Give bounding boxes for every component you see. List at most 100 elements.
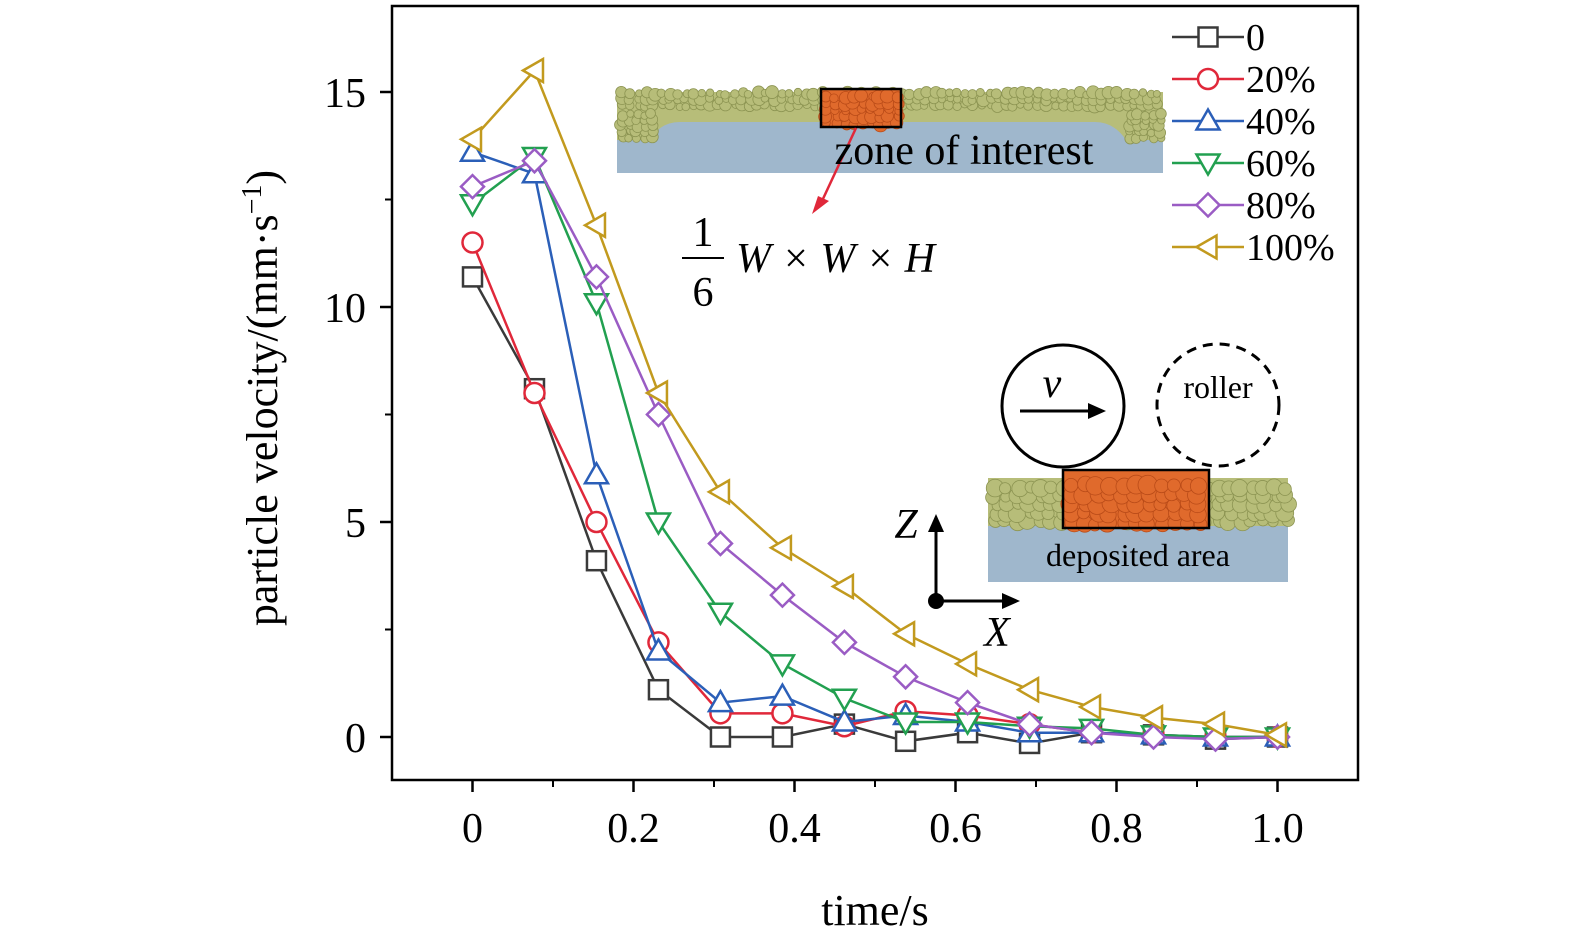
- data-point: [461, 266, 484, 288]
- powder-particle: [903, 88, 915, 101]
- powder-particle: [1146, 128, 1156, 138]
- powder-particle: [626, 109, 635, 118]
- powder-particle: [1278, 482, 1292, 496]
- fraction-numerator: 1: [693, 210, 714, 256]
- powder-particle: [687, 88, 700, 100]
- legend-marker: [1197, 26, 1219, 48]
- legend-label: 60%: [1246, 143, 1316, 185]
- data-point: [1139, 703, 1164, 732]
- legend-marker: [1194, 106, 1222, 131]
- legend-marker: [1194, 153, 1222, 178]
- x-axis-head: [1002, 593, 1020, 609]
- data-point: [768, 654, 797, 678]
- roller-label: roller: [1183, 369, 1253, 405]
- deposited-label: deposited area: [1046, 537, 1230, 573]
- data-point: [644, 512, 673, 537]
- zone-particle: [1154, 478, 1169, 494]
- legend-marker: [1193, 233, 1218, 261]
- x-tick-label: 0.8: [1090, 806, 1143, 852]
- powder-particle: [1128, 88, 1140, 100]
- data-point: [1078, 719, 1105, 746]
- zone-particle: [854, 88, 868, 103]
- powder-particle: [705, 88, 715, 97]
- data-point: [830, 572, 855, 601]
- data-point: [458, 138, 487, 162]
- zone-particle: [1166, 478, 1181, 493]
- x-tick-label: 0.4: [768, 806, 821, 852]
- x-tick-label: 1.0: [1251, 806, 1304, 852]
- data-point: [582, 292, 611, 317]
- data-point: [458, 125, 483, 153]
- legend-label: 80%: [1246, 185, 1316, 227]
- data-point: [521, 147, 548, 175]
- legend-label: 100%: [1246, 227, 1335, 269]
- y-axis-label: particle velocity/(mm·s−1): [237, 170, 287, 626]
- powder-particle: [720, 90, 730, 100]
- legend-entry: 60%: [1172, 143, 1316, 185]
- data-point: [1015, 676, 1040, 704]
- data-point: [1077, 693, 1102, 721]
- data-point: [830, 688, 859, 713]
- fraction-denominator: 6: [693, 270, 714, 316]
- x-tick-label: 0.2: [607, 806, 660, 852]
- zone-particle: [1063, 477, 1079, 493]
- velocity-arrow-head: [1088, 403, 1106, 419]
- x-tick-label: 0: [462, 806, 483, 852]
- data-point: [831, 629, 858, 656]
- legend-entry: 20%: [1172, 59, 1316, 101]
- powder-particle: [765, 85, 779, 99]
- data-point: [707, 530, 734, 557]
- powder-particle: [697, 88, 706, 98]
- data-point: [459, 173, 486, 200]
- data-point: [1263, 721, 1288, 749]
- x-axis-label-diagram: X: [982, 610, 1012, 656]
- y-tick-label: 10: [324, 286, 366, 332]
- powder-particle: [952, 87, 962, 98]
- legend: 020%40%60%80%100%: [1172, 17, 1335, 269]
- data-point: [891, 712, 920, 736]
- powder-particle: [1138, 88, 1148, 97]
- powder-particle: [1230, 479, 1249, 498]
- legend-label: 20%: [1246, 59, 1316, 101]
- deposited-substrate: [988, 522, 1288, 582]
- series-40pct: [458, 138, 1292, 747]
- data-point: [953, 650, 978, 678]
- powder-particle: [743, 89, 753, 99]
- powder-particle: [975, 88, 985, 97]
- inset-zone-of-interest: zone of interest 1 6 W × W × H: [614, 85, 1167, 316]
- powder-particle: [624, 134, 633, 143]
- series-line: [471, 154, 1278, 739]
- data-point: [771, 702, 794, 725]
- legend-marker: [1196, 67, 1220, 91]
- z-axis-label: Z: [894, 502, 918, 548]
- data-point: [585, 549, 608, 572]
- deposited-zone-box: [1061, 468, 1211, 530]
- data-point: [771, 726, 794, 748]
- data-point: [706, 602, 735, 627]
- powder-particle: [990, 88, 1002, 100]
- data-point: [644, 636, 673, 661]
- powder-particle: [784, 89, 794, 98]
- data-point: [647, 678, 670, 701]
- x-tick-label: 0.6: [929, 806, 982, 852]
- powder-particle: [1022, 87, 1034, 98]
- data-point: [1140, 723, 1167, 751]
- powder-particle: [1110, 86, 1123, 99]
- y-tick-label: 15: [324, 71, 366, 117]
- data-point: [768, 682, 797, 706]
- data-point: [1201, 710, 1226, 738]
- powder-particle: [1152, 89, 1161, 98]
- roller-dashed: [1155, 342, 1281, 468]
- data-point: [582, 460, 611, 485]
- data-point: [706, 478, 731, 506]
- legend-entry: 0: [1172, 17, 1265, 59]
- powder-particle: [645, 108, 656, 119]
- powder-particle: [967, 89, 978, 99]
- y-tick-label: 5: [345, 501, 366, 547]
- data-point: [706, 688, 735, 713]
- data-point: [461, 231, 484, 254]
- powder-particle: [681, 102, 691, 112]
- powder-particle: [617, 110, 629, 122]
- powder-particle: [1155, 108, 1167, 120]
